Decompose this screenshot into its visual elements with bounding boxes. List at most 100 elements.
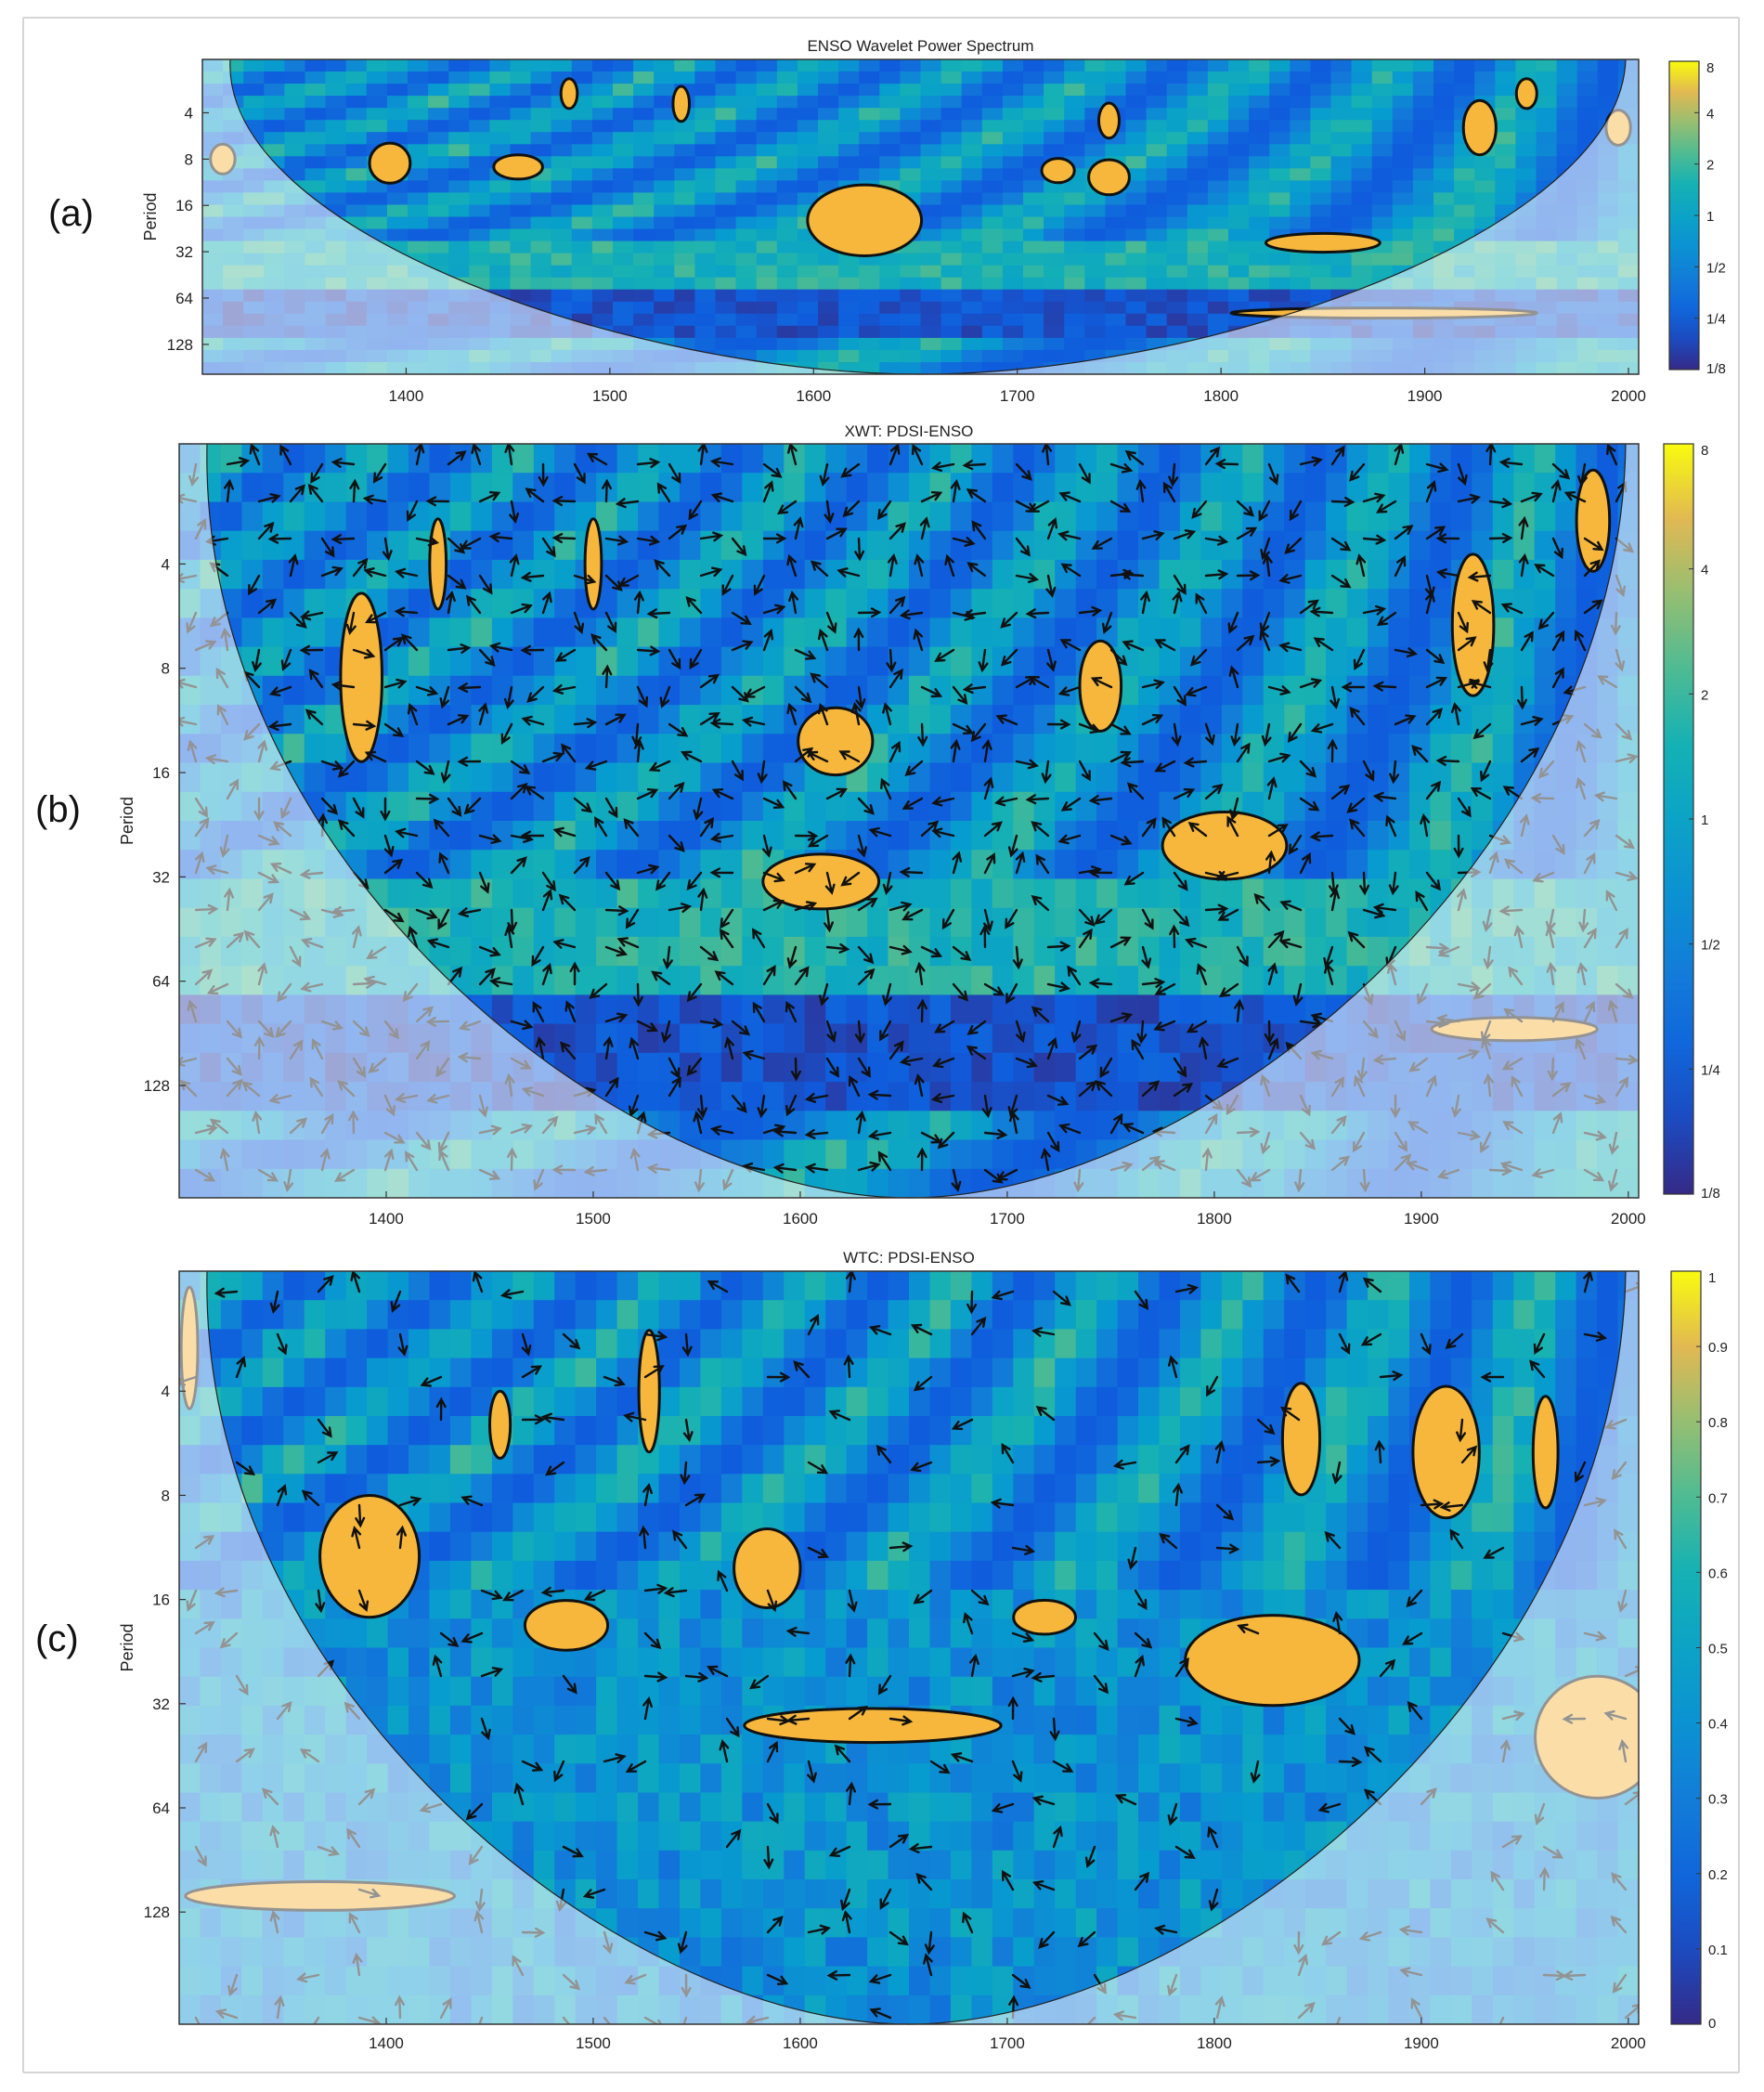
phase-arrow xyxy=(1425,676,1448,689)
phase-arrow xyxy=(1168,462,1179,487)
phase-arrow xyxy=(1124,449,1145,466)
phase-arrow xyxy=(569,961,580,986)
phase-arrow xyxy=(1057,685,1082,696)
phase-arrow xyxy=(762,480,774,503)
phase-arrow xyxy=(677,1930,688,1955)
phase-arrow xyxy=(867,1089,892,1100)
phase-arrow xyxy=(1028,675,1050,689)
phase-arrow xyxy=(604,945,629,957)
phase-arrow xyxy=(1236,945,1249,968)
phase-arrow xyxy=(920,685,943,698)
phase-arrow xyxy=(1141,908,1154,930)
phase-arrow xyxy=(1329,685,1341,710)
power-heatmap xyxy=(202,59,1639,374)
phase-arrow xyxy=(904,760,924,777)
phase-arrow xyxy=(407,702,419,726)
phase-arrow xyxy=(478,574,493,595)
phase-arrow xyxy=(1425,591,1435,615)
phase-arrow xyxy=(855,685,866,710)
phase-arrow xyxy=(383,834,395,858)
phase-arrow xyxy=(603,1753,627,1763)
phase-arrow xyxy=(1266,776,1278,800)
phase-arrow xyxy=(1267,1037,1279,1060)
phase-arrow xyxy=(478,968,496,986)
phase-arrow xyxy=(1088,978,1113,989)
phase-arrow xyxy=(854,537,865,562)
significant-region xyxy=(1087,158,1131,197)
phase-arrow xyxy=(541,537,556,558)
phase-arrow xyxy=(697,887,708,912)
phase-arrow xyxy=(1031,894,1050,912)
y-tick-label: 32 xyxy=(175,243,193,261)
phase-arrow xyxy=(766,1740,779,1763)
phase-arrow xyxy=(731,611,752,626)
phase-arrow xyxy=(1583,599,1603,615)
phase-arrow xyxy=(1453,834,1464,859)
phase-arrow xyxy=(1583,1332,1608,1342)
phase-arrow xyxy=(510,856,527,875)
phase-arrow xyxy=(1256,1418,1276,1436)
phase-arrow xyxy=(1229,797,1239,821)
phase-arrow xyxy=(707,1280,729,1293)
phase-arrow xyxy=(440,760,451,784)
phase-arrow xyxy=(1425,480,1437,503)
phase-arrow xyxy=(617,574,640,587)
phase-arrow xyxy=(509,553,520,578)
phase-arrow xyxy=(828,1845,851,1857)
phase-arrow xyxy=(1025,608,1050,619)
phase-arrow xyxy=(1267,824,1289,838)
phase-arrow xyxy=(1109,834,1133,846)
phase-arrow xyxy=(1216,1057,1239,1069)
phase-arrow xyxy=(1101,611,1113,635)
phase-arrow xyxy=(1005,908,1018,929)
phase-arrow xyxy=(1550,479,1562,503)
phase-arrow xyxy=(699,566,723,578)
colorbar-tick-label: 0 xyxy=(1708,2016,1716,2032)
phase-arrow xyxy=(1420,1332,1432,1356)
phase-arrow xyxy=(840,462,861,478)
phase-arrow xyxy=(804,1163,829,1174)
phase-arrow xyxy=(615,498,640,509)
phase-arrow xyxy=(1005,982,1018,1005)
phase-arrow xyxy=(603,1375,626,1387)
phase-arrow xyxy=(840,871,861,887)
phase-arrow xyxy=(1285,1273,1301,1293)
phase-arrow xyxy=(709,457,734,468)
phase-arrow xyxy=(573,574,597,585)
phase-arrow xyxy=(1338,1757,1363,1767)
phase-arrow xyxy=(1457,636,1477,652)
significant-region xyxy=(523,1599,610,1652)
phase-arrow xyxy=(1457,462,1468,487)
phase-arrow xyxy=(659,685,671,708)
phase-arrow xyxy=(825,942,850,954)
phase-arrow xyxy=(978,648,989,673)
phase-arrow xyxy=(433,818,450,838)
phase-arrow xyxy=(857,945,875,965)
phase-arrow xyxy=(1215,871,1239,881)
phase-arrow xyxy=(604,535,629,546)
colorbar-tick-label: 1/2 xyxy=(1701,938,1720,954)
phase-arrow xyxy=(1411,745,1429,763)
significant-region xyxy=(368,141,412,185)
phase-arrow xyxy=(602,664,613,689)
phase-arrow xyxy=(931,796,955,807)
phase-arrow xyxy=(214,1287,239,1298)
colorbar-tick-label: 1/8 xyxy=(1701,1186,1720,1202)
phase-arrow xyxy=(383,908,405,923)
phase-arrow xyxy=(1330,445,1345,466)
phase-arrow xyxy=(857,797,875,815)
phase-arrow xyxy=(929,1760,951,1774)
phase-arrow xyxy=(623,818,640,838)
phase-arrow xyxy=(994,796,1018,807)
panel-label: (b) xyxy=(35,789,81,830)
y-tick-label: 8 xyxy=(185,150,193,168)
phase-arrow xyxy=(709,832,734,843)
phase-arrow xyxy=(1236,634,1255,652)
phase-arrow xyxy=(1349,462,1366,482)
phase-arrow xyxy=(1425,708,1444,726)
phase-arrow xyxy=(794,685,812,704)
phase-arrow xyxy=(913,1375,933,1392)
phase-arrow xyxy=(762,871,785,883)
phase-arrow xyxy=(276,1332,288,1356)
phase-arrow xyxy=(1372,681,1397,692)
